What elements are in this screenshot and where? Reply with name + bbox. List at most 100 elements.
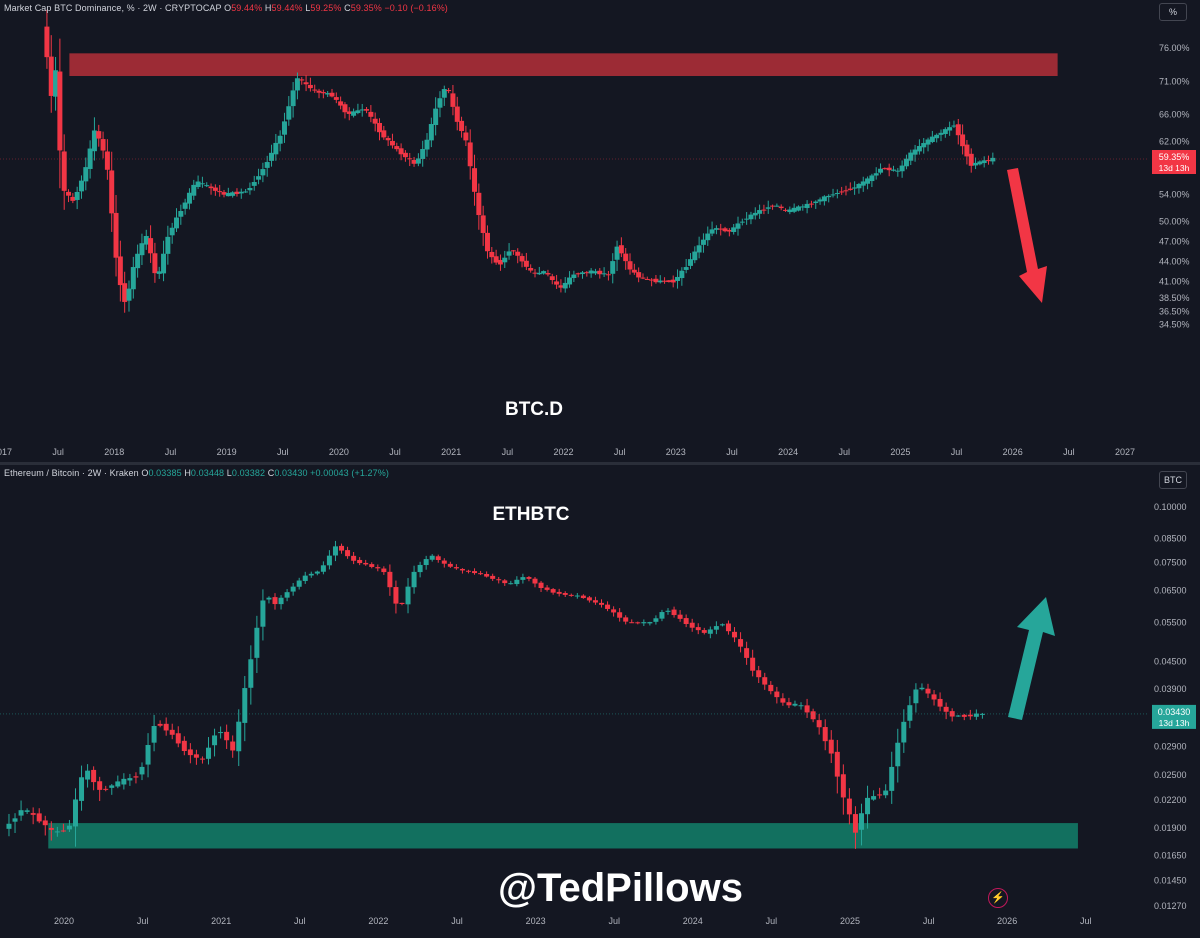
chart-title-label: BTC.D [505, 399, 563, 420]
candle-body [199, 758, 205, 760]
candle-body [296, 580, 302, 587]
candle-body [224, 731, 230, 741]
candle-body [325, 93, 331, 95]
candle-body [181, 740, 187, 751]
candle-body [435, 556, 441, 561]
y-tick-label: 0.05500 [1154, 618, 1187, 628]
candle-body [79, 777, 85, 801]
btc-scale-button[interactable]: BTC [1159, 471, 1187, 489]
candle-body [623, 253, 629, 262]
candle-body [302, 575, 308, 581]
candle-body [592, 600, 598, 603]
candle-body [387, 571, 393, 588]
candle-body [497, 259, 503, 265]
candle-body [508, 583, 514, 585]
candle-body [78, 180, 84, 192]
candle-body [6, 823, 12, 829]
candle-body [502, 580, 508, 584]
price-badge-value: 59.35% [1159, 152, 1190, 162]
candle-body [826, 195, 832, 198]
y-tick-label: 0.01650 [1154, 850, 1187, 860]
candle-body [175, 733, 181, 744]
candle-body [683, 267, 689, 270]
y-tick-label: 54.00% [1159, 190, 1190, 200]
percent-scale-button[interactable]: % [1159, 3, 1187, 21]
candle-body [463, 132, 469, 141]
candle-body [981, 160, 987, 164]
candle-body [979, 713, 985, 715]
candle-body [878, 168, 884, 173]
candle-body [54, 831, 60, 833]
candle-body [355, 110, 361, 114]
resistance-zone [69, 53, 1058, 76]
y-tick-label: 0.04500 [1154, 656, 1187, 666]
candle-body [510, 250, 516, 252]
candle-body [748, 214, 754, 220]
candle-body [320, 565, 326, 572]
candle-body [605, 604, 611, 609]
candle-body [937, 698, 943, 707]
ethbtc-legend: Ethereum / Bitcoin · 2W · Kraken O0.0338… [4, 468, 389, 478]
candle-body [934, 134, 940, 139]
candle-body [484, 573, 490, 577]
candle-body [574, 595, 580, 597]
candle-body [480, 215, 486, 233]
candle-body [834, 751, 840, 777]
candle-body [679, 270, 685, 279]
legend-close-label: C [267, 468, 275, 478]
candle-body [925, 688, 931, 694]
candle-body [635, 622, 641, 624]
legend-low-label: L [226, 468, 232, 478]
candle-body [795, 206, 801, 211]
x-tick-label: Jul [1063, 447, 1075, 457]
ethbtc-panel: 0.10000 0.08500 0.07500 0.06500 0.05500 0.045… [0, 465, 1200, 933]
x-tick-label: 2026 [1003, 447, 1023, 457]
candle-body [269, 152, 275, 161]
candle-body [278, 597, 284, 605]
candle-body [617, 612, 623, 618]
candle-body [332, 546, 338, 556]
legend-high-value: 0.03448 [190, 468, 225, 478]
lightning-icon[interactable]: ⚡ [988, 888, 1008, 908]
candle-body [133, 776, 139, 778]
candle-body [568, 594, 574, 596]
candle-body [30, 813, 36, 815]
candle-body [597, 270, 603, 275]
candle-body [973, 162, 979, 166]
candle-body [399, 602, 405, 605]
candle-body [973, 713, 979, 717]
x-tick-label: 2023 [666, 447, 686, 457]
candle-body [369, 564, 375, 567]
candle-body [24, 810, 30, 812]
candle-body [277, 135, 283, 144]
candle-body [839, 191, 845, 193]
legend-close-value: 0.03430 [274, 468, 308, 478]
candle-body [804, 705, 810, 713]
candle-body [955, 124, 961, 136]
candle-body [890, 169, 896, 171]
candle-body [447, 563, 453, 567]
candle-body [588, 270, 594, 274]
y-tick-label: 62.00% [1159, 136, 1190, 146]
candle-body [256, 176, 262, 180]
candle-body [671, 609, 677, 616]
candle-body [687, 259, 693, 266]
candle-body [72, 799, 78, 827]
panel-divider[interactable] [0, 462, 1200, 465]
candle-body [653, 618, 659, 622]
candle-body [212, 187, 218, 191]
candle-body [828, 739, 834, 754]
x-tick-label: Jul [923, 916, 935, 926]
candle-body [398, 148, 404, 155]
candle-body [921, 143, 927, 148]
legend-close-value: 59.35% [350, 3, 382, 13]
legend-open-value: 59.44% [231, 3, 263, 13]
candle-body [786, 702, 792, 706]
x-tick-label: 2017 [0, 447, 12, 457]
candle-body [66, 825, 72, 830]
candle-body [345, 550, 351, 557]
y-tick-label: 0.01900 [1154, 823, 1187, 833]
candle-body [860, 181, 866, 186]
candle-body [393, 587, 399, 604]
candle-body [545, 273, 551, 275]
